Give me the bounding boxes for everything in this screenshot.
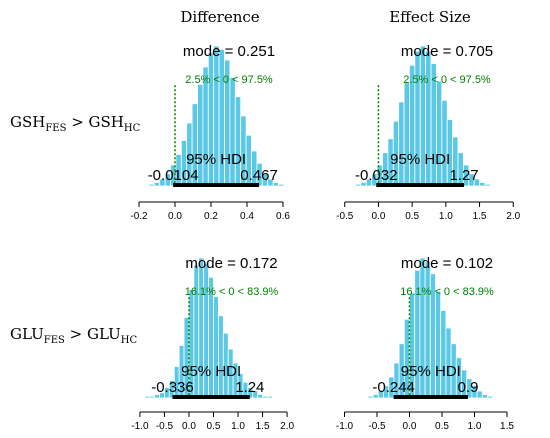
hdi-lower-label: -0.032 — [355, 167, 398, 184]
row-label-gsh-op: > — [66, 113, 89, 131]
x-tick-label: -1.0 — [131, 421, 149, 432]
histogram-bar — [218, 315, 224, 399]
histogram-bar — [487, 395, 494, 399]
histogram-bar — [148, 183, 155, 187]
x-tick-label: 2.0 — [506, 211, 520, 222]
x-tick-label: 0.0 — [168, 211, 182, 222]
histogram-bar — [144, 395, 151, 399]
row-label-gsh: GSHFES > GSHHC — [10, 113, 140, 134]
row-label-glu-op: > — [64, 325, 87, 343]
x-tick-label: -0.5 — [368, 421, 386, 432]
x-tick-label: 0.5 — [207, 421, 221, 432]
x-tick-label: 2.0 — [280, 421, 294, 432]
x-tick-label: 0.5 — [405, 211, 419, 222]
hdi-lower-label: -0.336 — [151, 379, 194, 396]
histogram-bar — [278, 183, 285, 187]
panel-2: mode = 0.172 16.1% < 0 < 83.9% 95% HDI-0.3… — [131, 255, 294, 432]
panel-1: mode = 0.705 2.5% < 0 < 97.5% 95% HDI-0.03… — [336, 43, 521, 222]
x-tick-label: 0.0 — [371, 211, 385, 222]
x-tick-label: 1.5 — [473, 211, 487, 222]
row-label-glu-left-sub: FES — [43, 335, 65, 346]
row-label-glu: GLUFES > GLUHC — [10, 325, 137, 346]
comparison-label: 2.5% < 0 < 97.5% — [185, 74, 273, 86]
mode-label: mode = 0.172 — [185, 255, 277, 272]
hdi-upper-label: 1.24 — [235, 379, 264, 396]
x-tick-label: -0.5 — [336, 211, 354, 222]
histogram-bar — [398, 101, 405, 187]
histogram-bar — [484, 183, 491, 187]
x-tick-label: 0.0 — [403, 421, 417, 432]
x-tick-label: -1.0 — [336, 421, 354, 432]
histogram-bar — [479, 182, 486, 187]
histogram-bar — [481, 394, 488, 399]
histogram-bar — [262, 395, 268, 399]
column-title-effect-size: Effect Size — [389, 8, 471, 26]
x-tick-label: 0.6 — [276, 211, 290, 222]
panel-3: mode = 0.102 16.1% < 0 < 83.9% 95% HDI-0.2… — [336, 255, 515, 432]
hdi-upper-label: 0.9 — [458, 379, 479, 396]
comparison-label: 2.5% < 0 < 97.5% — [403, 74, 491, 86]
histogram-bar — [213, 296, 219, 399]
x-tick-label: 1.0 — [439, 211, 453, 222]
x-tick-label: 0.4 — [240, 211, 254, 222]
row-label-gsh-right-sub: HC — [123, 123, 141, 134]
histogram-bar — [367, 395, 374, 399]
x-tick-label: 0.0 — [182, 421, 196, 432]
x-tick-label: 1.5 — [256, 421, 270, 432]
row-label-gsh-left: GSH — [10, 113, 46, 131]
x-tick-label: 1.0 — [468, 421, 482, 432]
x-tick-label: 1.5 — [500, 421, 514, 432]
comparison-label: 16.1% < 0 < 83.9% — [185, 286, 279, 298]
histogram-bar — [441, 99, 448, 187]
hdi-label: 95% HDI — [401, 363, 461, 380]
histogram-bar — [436, 80, 443, 187]
hdi-upper-label: 1.27 — [449, 167, 478, 184]
comparison-label: 16.1% < 0 < 83.9% — [400, 286, 494, 298]
row-label-glu-left: GLU — [10, 325, 44, 343]
histogram-bar — [229, 77, 236, 187]
histogram-bar — [355, 183, 362, 187]
histogram-bar — [435, 290, 442, 399]
row-label-glu-right-sub: HC — [120, 335, 138, 346]
hdi-label: 95% HDI — [390, 151, 450, 168]
hdi-lower-label: -0.244 — [372, 379, 415, 396]
row-label-gsh-left-sub: FES — [45, 123, 67, 134]
hdi-lower-label: -0.0104 — [148, 167, 199, 184]
hdi-label: 95% HDI — [181, 363, 241, 380]
x-tick-label: -0.2 — [130, 211, 148, 222]
row-label-gsh-right: GSH — [88, 113, 124, 131]
x-tick-label: 0.2 — [204, 211, 218, 222]
mode-label: mode = 0.705 — [401, 43, 493, 60]
histogram-bar — [267, 395, 273, 399]
mode-label: mode = 0.102 — [401, 255, 493, 272]
histogram-bar — [440, 310, 447, 399]
mode-label: mode = 0.251 — [183, 43, 275, 60]
x-tick-label: -0.5 — [156, 421, 174, 432]
hdi-label: 95% HDI — [186, 151, 246, 168]
x-tick-label: 0.5 — [435, 421, 449, 432]
histogram-bar — [149, 395, 156, 399]
panel-0: mode = 0.251 2.5% < 0 < 97.5% 95% HDI-0.01… — [130, 43, 290, 222]
row-label-glu-right: GLU — [86, 325, 121, 343]
column-title-difference: Difference — [180, 8, 260, 26]
histogram-bar — [403, 82, 410, 187]
x-tick-label: 1.0 — [231, 421, 245, 432]
hdi-upper-label: 0.467 — [240, 167, 278, 184]
